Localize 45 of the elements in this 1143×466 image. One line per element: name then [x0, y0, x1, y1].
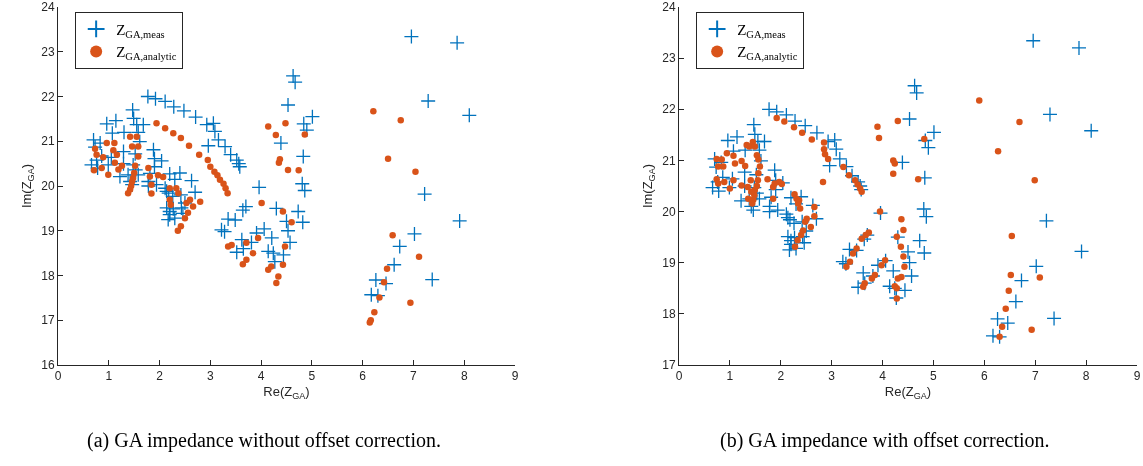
y-tick-label: 18	[41, 268, 55, 283]
y-tick-label: 19	[41, 223, 55, 238]
legend-label: Z$_{GA,analytic}$	[116, 44, 177, 63]
x-tick-label: 3	[828, 369, 836, 384]
x-tick-label: 9	[511, 369, 519, 384]
x-tick-label: 0	[54, 369, 62, 384]
x-tick-label: 2	[777, 369, 785, 384]
x-tick-label: 3	[206, 369, 214, 384]
y-tick-label: 20	[662, 204, 676, 219]
y-tick-label: 21	[662, 153, 676, 168]
y-tick-label: 21	[41, 134, 55, 149]
text: (a) GA impedance without offset correction.	[87, 429, 441, 452]
x-tick-label: 0	[675, 369, 683, 384]
text: (b) GA impedance with offset correction.	[720, 429, 1050, 452]
y-tick-label: 17	[41, 313, 55, 328]
x-tick-label: 4	[257, 369, 265, 384]
y-tick-label: 24	[662, 0, 676, 15]
x-tick-label: 9	[1133, 369, 1141, 384]
x-tick-label: 6	[980, 369, 988, 384]
x-tick-label: 7	[1031, 369, 1039, 384]
y-tick-label: 24	[41, 0, 55, 15]
y-tick-label: 16	[41, 358, 55, 373]
legend-label: Z$_{GA,meas}$	[737, 21, 786, 40]
y-tick-label: 23	[41, 44, 55, 59]
x-axis-title: Re(Z$_{GA}$)	[884, 384, 932, 401]
legend-label: Z$_{GA,analytic}$	[737, 44, 798, 63]
x-tick-label: 1	[105, 369, 113, 384]
x-tick-label: 5	[930, 369, 938, 384]
x-tick-label: 6	[359, 369, 367, 384]
x-tick-label: 1	[726, 369, 734, 384]
x-tick-label: 7	[410, 369, 418, 384]
x-tick-label: 2	[156, 369, 164, 384]
x-tick-label: 4	[879, 369, 887, 384]
y-tick-label: 23	[662, 51, 676, 66]
y-tick-label: 18	[662, 307, 676, 322]
y-tick-label: 22	[41, 89, 55, 104]
y-tick-label: 19	[662, 255, 676, 270]
y-tick-label: 17	[662, 358, 676, 373]
x-tick-label: 8	[460, 369, 468, 384]
x-axis-title: Re(Z$_{GA}$)	[263, 384, 310, 401]
legend-label: Z$_{GA,meas}$	[116, 21, 165, 40]
y-tick-label: 20	[41, 179, 55, 194]
x-tick-label: 8	[1082, 369, 1090, 384]
x-tick-label: 5	[308, 369, 316, 384]
y-tick-label: 22	[662, 102, 676, 117]
